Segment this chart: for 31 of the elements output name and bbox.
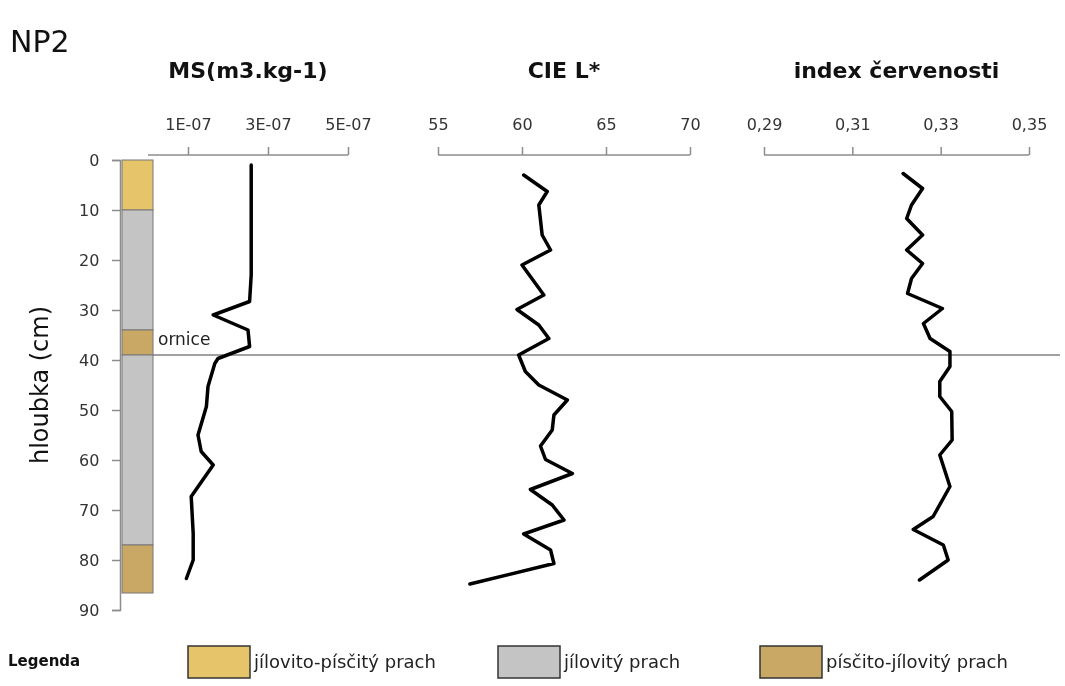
chart-title: index červenosti	[793, 58, 1000, 83]
x-tick-label: 70	[680, 114, 701, 134]
x-tick-label: 5E-07	[325, 114, 372, 134]
x-tick-label: 0,29	[746, 114, 783, 134]
text: NP2	[10, 24, 70, 59]
y-tick-label: 50	[79, 400, 100, 420]
y-tick-label: 10	[79, 200, 100, 220]
y-axis-title: hloubka (cm)	[26, 305, 54, 465]
text: jílovitý prach	[563, 651, 681, 672]
legend-title: Legenda	[8, 652, 81, 670]
x-tick-label: 0,31	[835, 114, 871, 134]
y-tick-label: 40	[79, 350, 100, 370]
y-tick-label: 30	[79, 300, 100, 320]
x-tick-label: 55	[428, 114, 449, 134]
y-tick-label: 70	[79, 500, 100, 520]
ref-line-label: ornice	[158, 329, 211, 349]
y-tick-label: 60	[79, 450, 100, 470]
x-tick-label: 1E-07	[165, 114, 212, 134]
legend-label: písčito-jílovitý prach	[826, 651, 1008, 672]
chart-title: CIE L*	[527, 58, 601, 83]
y-tick-label: 80	[79, 550, 100, 570]
y-tick-label: 20	[79, 250, 100, 270]
x-tick-label: 60	[512, 114, 533, 134]
x-tick-label: 65	[596, 114, 617, 134]
y-tick-label: 90	[79, 600, 100, 620]
x-tick-label: 0,33	[923, 114, 959, 134]
y-tick-label: 0	[89, 150, 100, 170]
legend-label: jílovito-písčitý prach	[253, 651, 436, 672]
x-tick-label: 3E-07	[245, 114, 292, 134]
x-tick-label: 0,35	[1011, 114, 1048, 134]
chart-title: MS(m3.kg-1)	[168, 58, 328, 83]
